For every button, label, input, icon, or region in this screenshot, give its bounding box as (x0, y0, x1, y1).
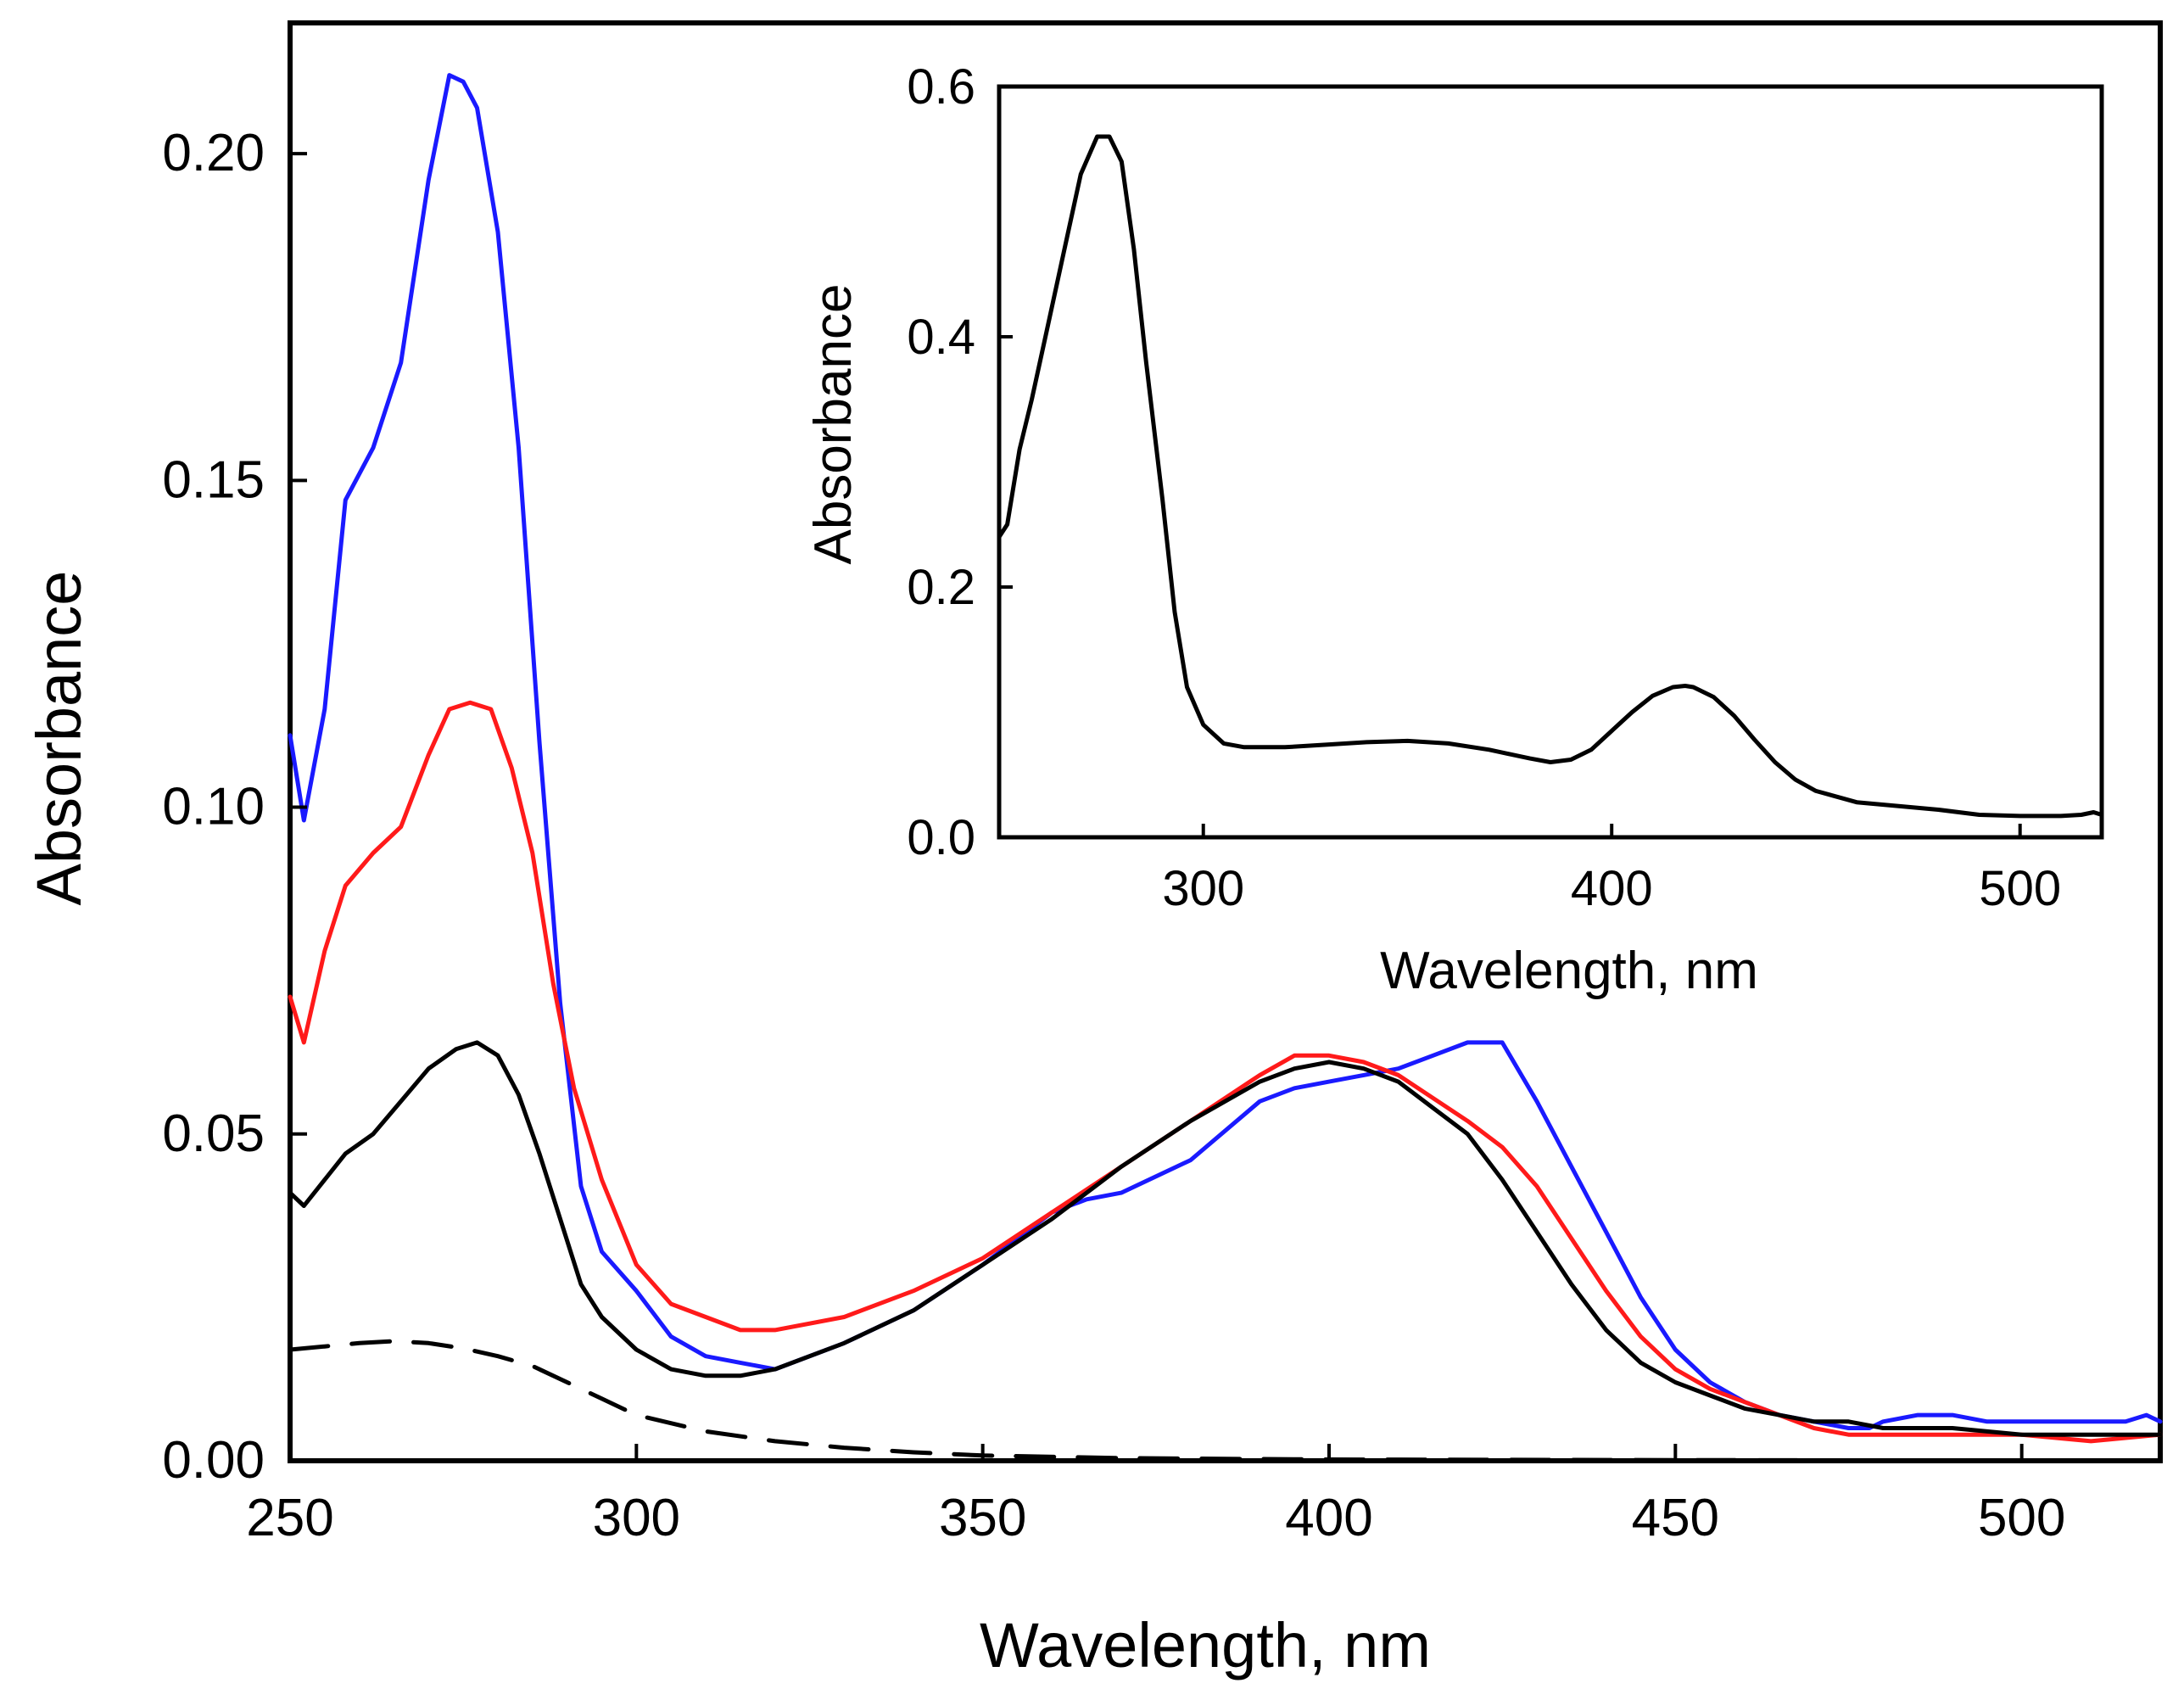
inset-x-tick-label: 300 (1162, 861, 1244, 916)
inset-x-tick-label: 500 (1979, 861, 2061, 916)
inset-y-tick-label: 0.6 (907, 59, 975, 115)
inset-y-tick-label: 0.4 (907, 310, 975, 365)
main-y-tick-label: 0.10 (162, 778, 265, 836)
main-x-axis-title: Wavelength, nm (980, 1610, 1431, 1680)
inset-y-axis-ticks: 0.0 0.2 0.4 0.6 (907, 59, 1013, 865)
main-x-tick-label: 500 (1978, 1489, 2065, 1547)
main-y-axis-title: Absorbance (24, 571, 94, 906)
inset-series-line-black (997, 134, 2104, 819)
main-series-line-blue (288, 73, 2163, 1430)
main-chart: 250 300 350 400 450 500 0.000.050.100.150.20 … (24, 20, 2163, 1680)
main-series-line-red (288, 700, 2163, 1444)
inset-x-axis-ticks: 300 400 500 (1162, 824, 2061, 916)
main-y-tick-label: 0.00 (162, 1431, 265, 1490)
inset-y-axis-title: Absorbance (804, 284, 863, 565)
inset-x-tick-label: 400 (1571, 861, 1653, 916)
main-y-tick-label: 0.20 (162, 124, 265, 182)
inset-x-axis-title: Wavelength, nm (1380, 942, 1758, 1000)
main-x-tick-label: 400 (1285, 1489, 1372, 1547)
main-series-group (288, 73, 2163, 1463)
inset-y-tick-label: 0.0 (907, 810, 975, 865)
main-x-tick-label: 350 (939, 1489, 1026, 1547)
main-series-line-black (288, 1040, 2163, 1437)
inset-plot-frame (997, 84, 2104, 840)
main-series-line-black-dashed (288, 1339, 2163, 1463)
main-x-tick-label: 300 (593, 1489, 680, 1547)
main-x-tick-label: 250 (246, 1489, 333, 1547)
main-y-tick-label: 0.15 (162, 450, 265, 509)
main-y-axis-ticks: 0.00 0.05 0.10 0.15 0.20 (162, 124, 307, 1490)
inset-chart: 300 400 500 0.0 0.2 0.4 0.6 Wavelength, nm Ab… (804, 59, 2104, 1000)
main-x-axis-ticks: 250 300 350 400 450 500 (246, 1444, 2065, 1547)
main-y-tick-label: 0.05 (162, 1104, 265, 1163)
inset-series-group (997, 134, 2104, 819)
inset-background (992, 83, 2102, 834)
main-x-tick-label: 450 (1632, 1489, 1719, 1547)
inset-y-tick-label: 0.2 (907, 560, 975, 615)
